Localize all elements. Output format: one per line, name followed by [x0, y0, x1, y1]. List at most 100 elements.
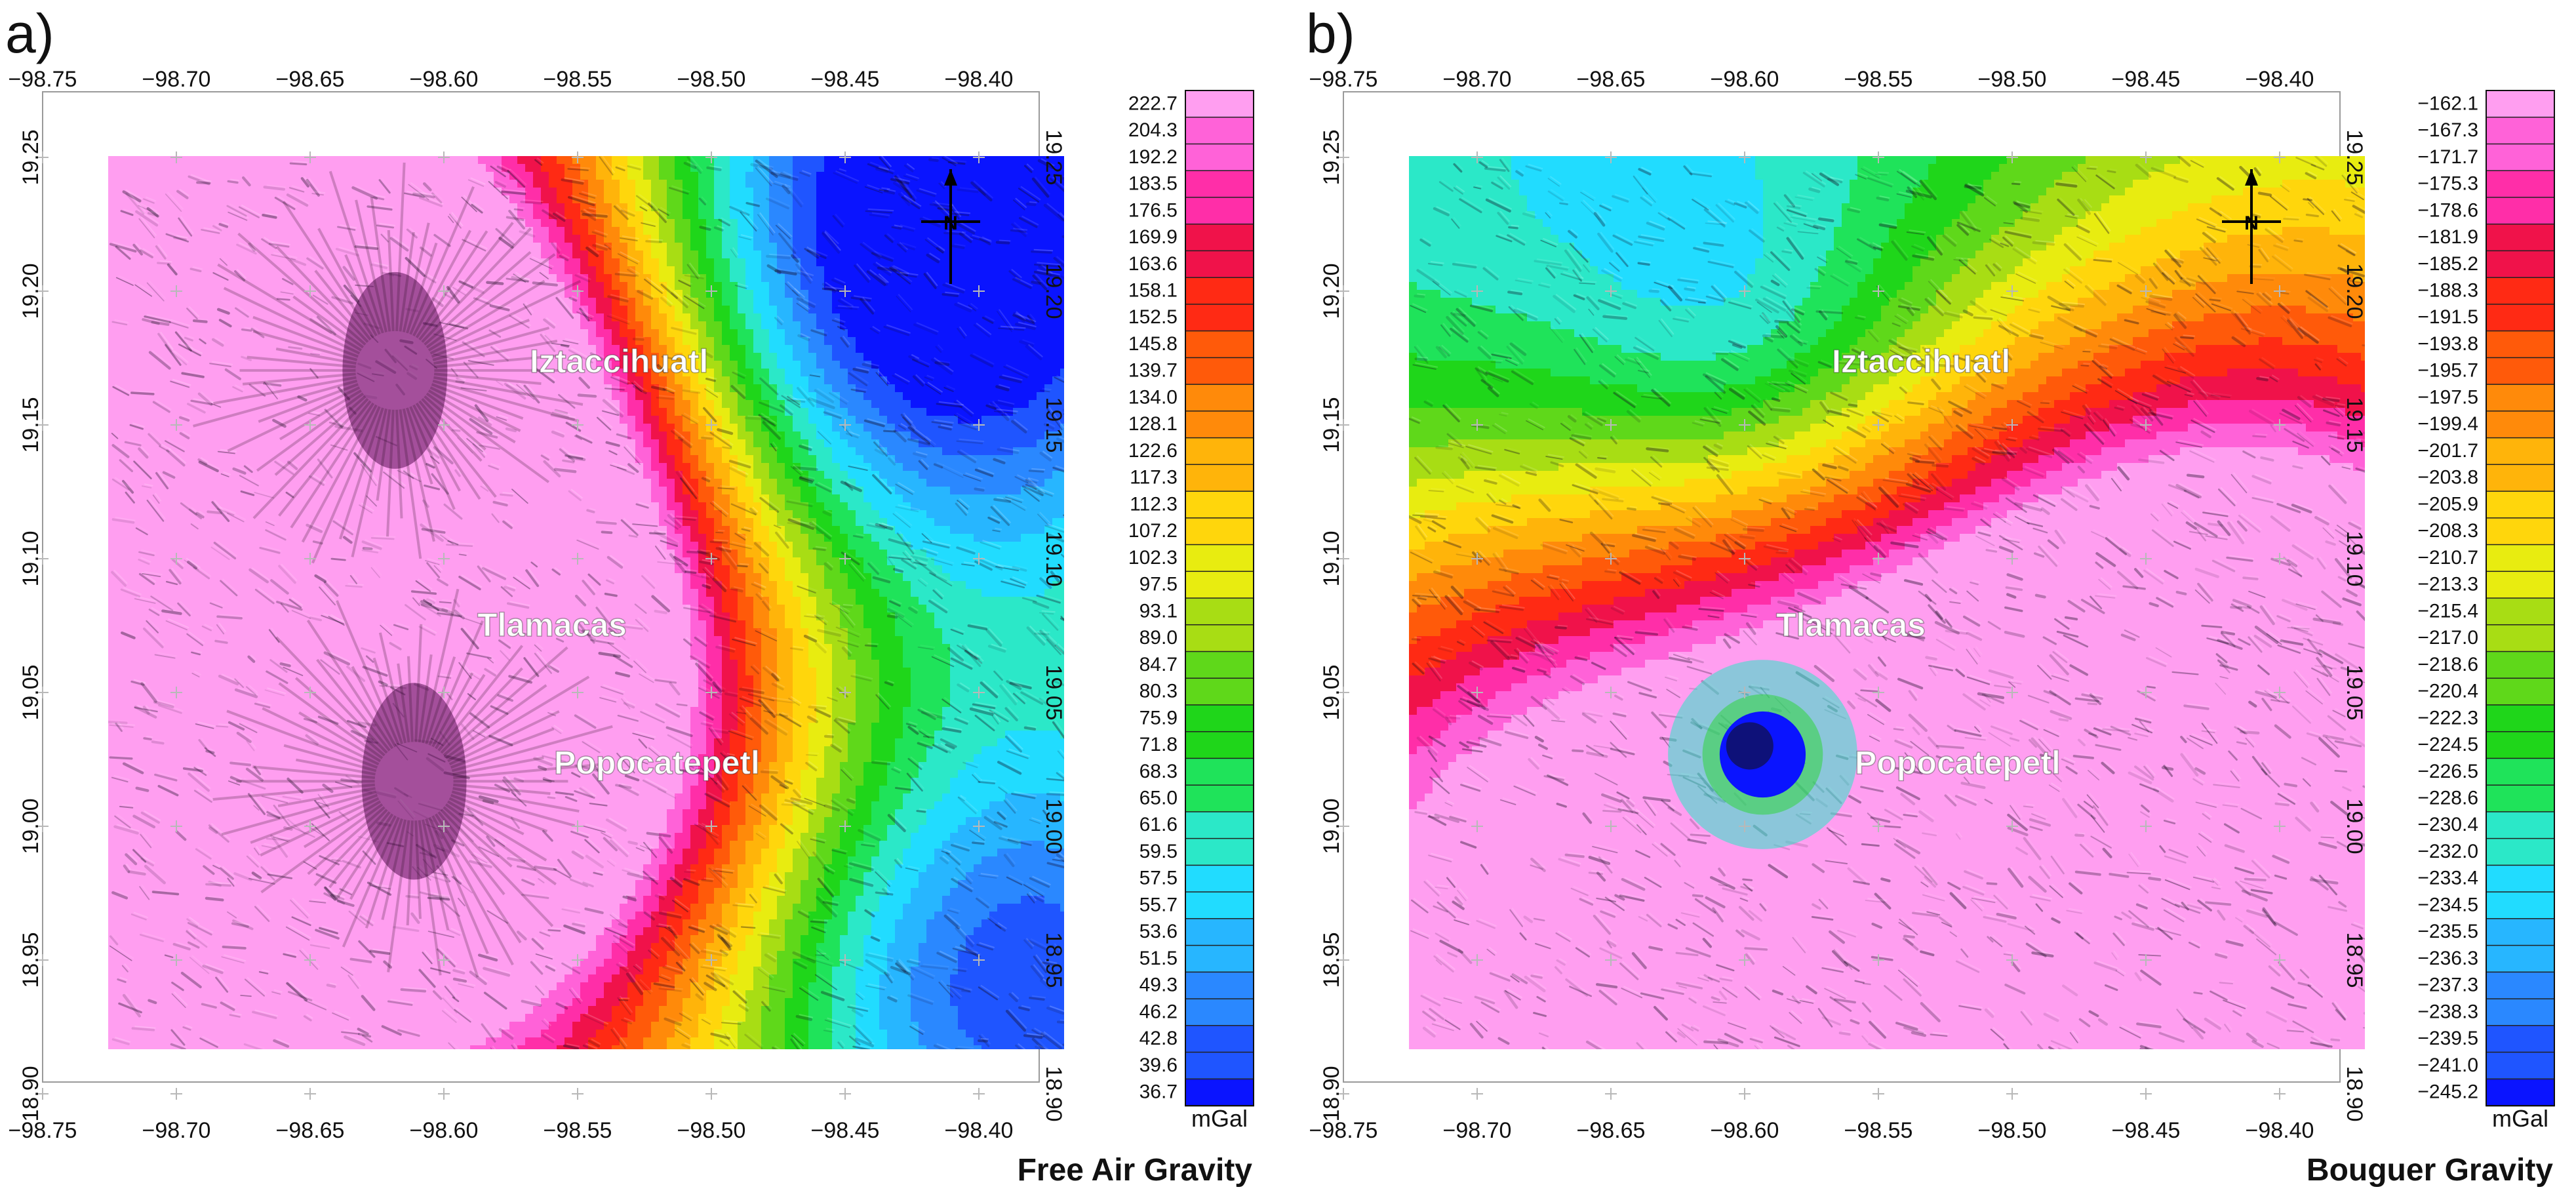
scale-label: −205.9 — [2417, 493, 2478, 515]
scale-swatch — [2486, 250, 2555, 279]
scale-swatch — [1185, 811, 1254, 839]
scale-label: −222.3 — [2417, 707, 2478, 729]
y-tick-left: 19.20 — [18, 263, 43, 319]
scale-label: 46.2 — [1139, 1001, 1178, 1022]
scale-label: 75.9 — [1139, 707, 1178, 729]
scale-swatch — [1185, 1078, 1254, 1107]
scale-label: 117.3 — [1130, 467, 1178, 489]
scale-label: 107.2 — [1128, 520, 1178, 542]
scale-swatch — [1185, 757, 1254, 786]
color-scale: −162.1 −167.3 −171.7 −175.3 −178.6 −181.9 −185… — [2417, 90, 2555, 1107]
scale-label: −238.3 — [2417, 1001, 2478, 1022]
scale-swatch — [2486, 971, 2555, 1000]
scale-swatch — [2486, 277, 2555, 306]
scale-swatch — [1185, 704, 1254, 732]
x-tick-top: −98.60 — [1711, 67, 1779, 92]
scale-label: 176.5 — [1128, 199, 1178, 221]
scale-label: −197.5 — [2417, 386, 2478, 408]
gravity-map — [108, 156, 1064, 1049]
scale-label: −218.6 — [2417, 654, 2478, 675]
scale-swatch — [2486, 1078, 2555, 1107]
y-tick-right: 19.00 — [1041, 798, 1066, 854]
scale-swatch — [2486, 143, 2555, 172]
scale-swatch — [2486, 918, 2555, 946]
volcano-summit-1 — [193, 162, 584, 564]
scale-label: 65.0 — [1139, 788, 1178, 809]
scale-label: −162.1 — [2417, 92, 2478, 114]
relief-shading — [1409, 156, 2365, 1049]
y-tick-right: 19.05 — [2342, 664, 2367, 720]
scale-label: 49.3 — [1139, 974, 1178, 996]
y-tick-right: 18.95 — [1041, 932, 1066, 988]
scale-label: −201.7 — [2417, 440, 2478, 462]
y-tick-right: 19.20 — [2342, 263, 2367, 319]
y-tick-left: 19.05 — [18, 664, 43, 720]
map-title: Bouguer Gravity — [2307, 1153, 2553, 1188]
north-letter: N — [2244, 212, 2259, 234]
scale-swatch — [2486, 837, 2555, 866]
scale-label: 102.3 — [1128, 547, 1178, 569]
scale-label: 152.5 — [1128, 306, 1178, 328]
scale-swatch — [1185, 464, 1254, 492]
scale-swatch — [1185, 223, 1254, 252]
scale-label: 139.7 — [1128, 360, 1178, 382]
scale-unit: mGal — [1191, 1105, 1248, 1132]
scale-label: 192.2 — [1128, 146, 1178, 168]
scale-label: 71.8 — [1139, 734, 1178, 755]
scale-swatch — [1185, 944, 1254, 973]
scale-label: −217.0 — [2417, 627, 2478, 649]
y-tick-left: 18.90 — [1319, 1066, 1344, 1121]
y-tick-left: 19.15 — [1319, 397, 1344, 452]
x-tick-top: −98.65 — [1577, 67, 1646, 92]
y-tick-right: 18.95 — [2342, 932, 2367, 988]
scale-swatch — [2486, 357, 2555, 386]
north-arrow-icon: N — [2222, 169, 2281, 284]
scale-swatch — [1185, 1051, 1254, 1080]
scale-swatch — [1185, 864, 1254, 893]
scale-swatch — [1185, 624, 1254, 652]
x-tick-bottom: −98.45 — [811, 1118, 880, 1143]
gravity-map — [1409, 156, 2365, 1049]
scale-label: 145.8 — [1128, 333, 1178, 355]
x-tick-top: −98.40 — [945, 67, 1014, 92]
place-label: Tlamacas — [1776, 607, 1926, 643]
scale-swatch — [2486, 170, 2555, 199]
scale-swatch — [1185, 731, 1254, 759]
scale-swatch — [2486, 330, 2555, 359]
y-tick-left: 19.00 — [18, 798, 43, 854]
x-tick-top: −98.75 — [1309, 67, 1378, 92]
scale-swatch — [2486, 704, 2555, 732]
x-tick-top: −98.45 — [811, 67, 880, 92]
scale-swatch — [1185, 491, 1254, 519]
y-tick-right: 19.10 — [1041, 531, 1066, 586]
scale-label: −203.8 — [2417, 467, 2478, 489]
graticule-crosses — [37, 151, 985, 1100]
panel-letter: b) — [1306, 3, 1355, 64]
scale-label: −193.8 — [2417, 333, 2478, 355]
x-tick-bottom: −98.60 — [410, 1118, 479, 1143]
y-tick-left: 19.10 — [1319, 531, 1344, 586]
scale-swatch — [2486, 197, 2555, 225]
x-tick-top: −98.75 — [9, 67, 77, 92]
scale-label: 222.7 — [1128, 92, 1178, 114]
scale-swatch — [1185, 330, 1254, 359]
scale-label: −215.4 — [2417, 600, 2478, 622]
y-tick-left: 19.20 — [1319, 263, 1344, 319]
scale-label: −232.0 — [2417, 841, 2478, 862]
scale-label: −220.4 — [2417, 681, 2478, 702]
scale-label: 93.1 — [1139, 600, 1178, 622]
scale-label: 183.5 — [1128, 173, 1178, 195]
scale-swatch — [2486, 944, 2555, 973]
scale-swatch — [2486, 731, 2555, 759]
scale-label: −175.3 — [2417, 173, 2478, 195]
scale-swatch — [1185, 651, 1254, 679]
x-tick-top: −98.50 — [1978, 67, 2047, 92]
scale-swatch — [1185, 384, 1254, 412]
color-scale: 222.7 204.3 192.2 183.5 176.5 169.9 163.6 158.1… — [1128, 90, 1254, 1107]
y-tick-right: 19.20 — [1041, 263, 1066, 319]
scale-swatch — [1185, 784, 1254, 813]
scale-swatch — [1185, 597, 1254, 626]
scale-label: −191.5 — [2417, 306, 2478, 328]
scale-swatch — [1185, 998, 1254, 1027]
x-tick-top: −98.55 — [1844, 67, 1913, 92]
